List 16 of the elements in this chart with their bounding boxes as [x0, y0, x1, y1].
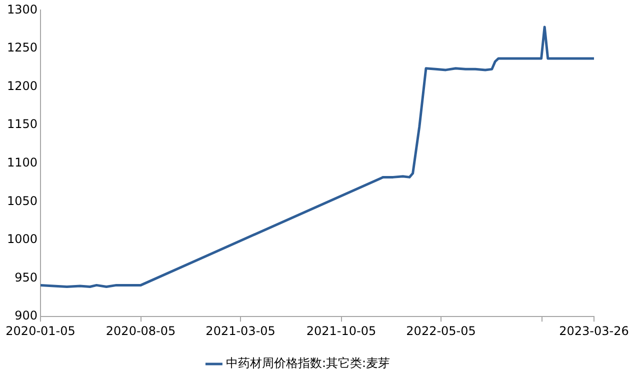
legend-label: 中药材周价格指数:其它类:麦芽 [226, 356, 390, 370]
y-tick-label: 1100 [6, 156, 38, 170]
x-tick-label: 2022-05-05 [406, 324, 476, 338]
x-tick-label: 2021-03-05 [206, 324, 276, 338]
y-tick-label: 1000 [6, 232, 38, 246]
y-tick-label: 1200 [6, 78, 38, 93]
y-tick-label: 1300 [6, 2, 38, 16]
x-tick-label: 2020-01-05 [6, 324, 76, 338]
y-tick-label: 1250 [6, 40, 38, 55]
y-tick-label: 900 [14, 308, 38, 323]
x-tick-label: 2021-10-05 [306, 324, 376, 338]
x-tick-label: 2023-03-26 [559, 324, 629, 338]
y-tick-label: 950 [14, 270, 38, 284]
y-tick-label: 1150 [6, 117, 38, 132]
y-tick-label: 1050 [6, 194, 38, 208]
x-tick-label: 2020-08-05 [106, 324, 176, 338]
